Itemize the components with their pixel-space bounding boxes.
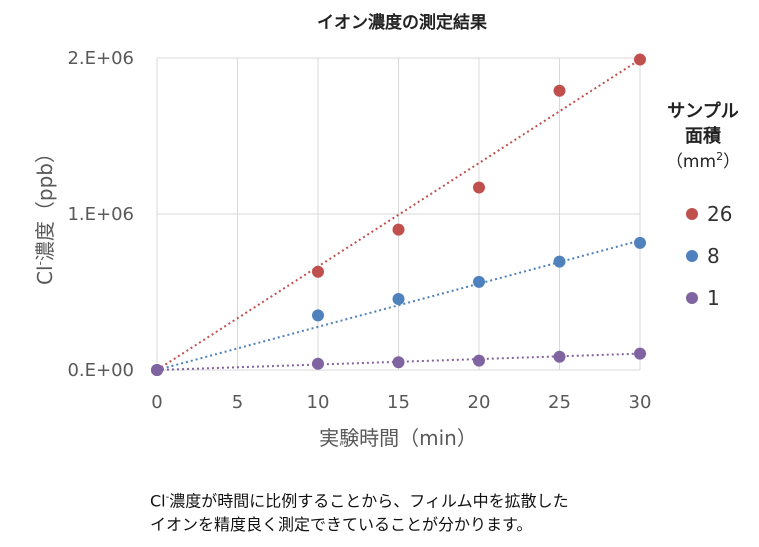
y-tick-label: 1.E+06 — [67, 204, 134, 225]
legend: サンプル 面積 （mm2） 26 8 1 — [666, 100, 740, 310]
x-tick-label: 0 — [151, 392, 162, 413]
x-tick-label: 30 — [629, 392, 652, 413]
y-axis-title-prefix: Cl — [33, 265, 57, 285]
point-26 — [473, 181, 485, 194]
legend-title-line1: サンプル — [667, 100, 738, 122]
point-1 — [473, 354, 485, 367]
caption-line-1-superscript: - — [165, 492, 170, 503]
x-tick-label: 15 — [387, 392, 410, 413]
x-tick-label: 20 — [468, 392, 491, 413]
legend-marker-8 — [686, 250, 698, 262]
legend-unit-close: ） — [723, 152, 740, 172]
y-tick-label: 0.E+00 — [67, 360, 134, 381]
caption-line-1-prefix: Cl — [150, 491, 166, 511]
y-axis-tick-labels: 0.E+00 1.E+06 2.E+06 — [67, 48, 134, 381]
point-8 — [312, 309, 324, 322]
legend-items: 26 8 1 — [686, 202, 732, 310]
trendline-26 — [156, 58, 641, 371]
x-tick-label: 25 — [548, 392, 571, 413]
point-26 — [392, 223, 405, 236]
legend-unit-open: （mm — [666, 152, 716, 172]
point-1 — [392, 356, 405, 369]
data-points — [151, 53, 646, 376]
x-axis-tick-labels: 0 5 10 15 20 25 30 — [151, 392, 651, 413]
point-8 — [473, 275, 485, 288]
caption-line-1: Cl-濃度が時間に比例することから、フィルム中を拡散した — [150, 486, 710, 513]
y-tick-label: 2.E+06 — [67, 48, 134, 69]
legend-label-1: 1 — [707, 286, 720, 310]
y-axis-title-suffix: 濃度（ppb） — [33, 143, 57, 261]
chart-title: イオン濃度の測定結果 — [317, 12, 487, 33]
chart: イオン濃度の測定結果 0 5 10 15 20 25 30 0.E+00 1.E+06 2.E+… — [33, 12, 740, 450]
legend-unit-superscript: 2 — [716, 150, 723, 163]
point-1 — [312, 357, 324, 370]
point-1 — [634, 347, 646, 360]
point-26 — [634, 53, 646, 66]
grid — [156, 57, 641, 371]
point-1 — [553, 350, 566, 363]
point-26 — [312, 265, 324, 278]
point-8 — [392, 293, 405, 306]
x-axis-title: 実験時間（min） — [319, 426, 477, 450]
point-8 — [634, 236, 646, 249]
point-26 — [553, 84, 566, 97]
caption-line-2: イオンを精度良く測定できていることが分かります。 — [150, 515, 533, 535]
legend-marker-26 — [686, 208, 698, 220]
y-axis-title-superscript: - — [33, 261, 47, 265]
point-1 — [151, 364, 163, 376]
legend-unit: （mm2） — [666, 150, 740, 172]
point-8 — [553, 255, 566, 268]
x-tick-label: 10 — [307, 392, 330, 413]
caption-line-1-suffix: 濃度が時間に比例することから、フィルム中を拡散した — [169, 491, 569, 511]
legend-title-line2: 面積 — [685, 125, 722, 147]
legend-marker-1 — [686, 292, 698, 304]
legend-label-8: 8 — [707, 244, 720, 268]
x-tick-label: 5 — [232, 392, 243, 413]
caption: Cl-濃度が時間に比例することから、フィルム中を拡散した イオンを精度良く測定で… — [150, 486, 710, 537]
y-axis-title: Cl-濃度（ppb） — [33, 143, 57, 285]
legend-label-26: 26 — [707, 202, 732, 226]
